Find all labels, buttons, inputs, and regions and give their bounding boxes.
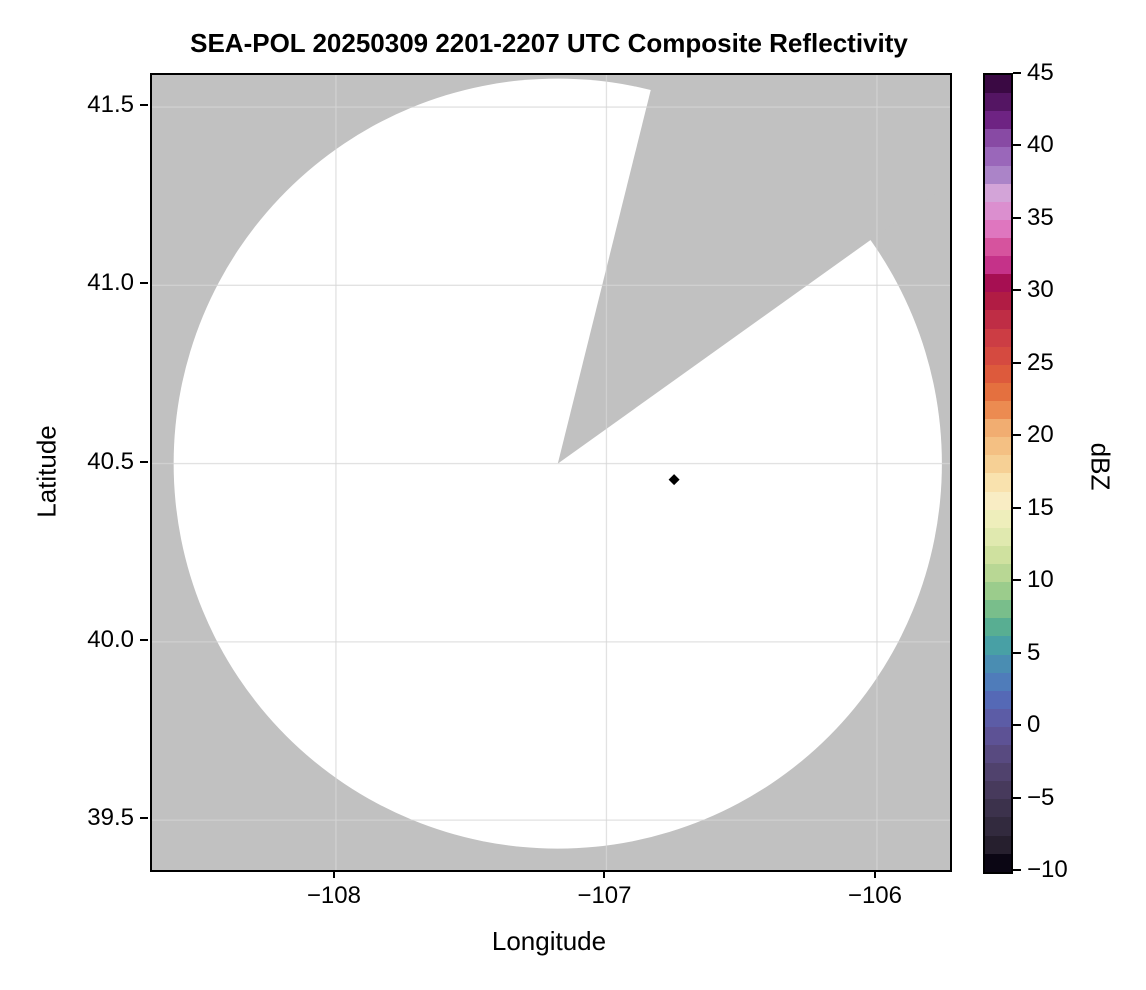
colorbar-segment <box>985 419 1011 438</box>
colorbar-tick-mark <box>1013 651 1021 654</box>
colorbar-tick-label: 15 <box>1027 493 1054 521</box>
colorbar-tick-mark <box>1013 289 1021 292</box>
colorbar-segment <box>985 781 1011 800</box>
chart-title: SEA-POL 20250309 2201-2207 UTC Composite… <box>190 28 908 58</box>
colorbar-tick-mark <box>1013 579 1021 582</box>
colorbar-segment <box>985 237 1011 257</box>
colorbar-segment <box>985 111 1011 130</box>
colorbar <box>983 73 1013 874</box>
missing-sector-wedge <box>557 75 950 464</box>
colorbar-tick-mark <box>1013 506 1021 509</box>
colorbar-segment <box>985 545 1011 564</box>
colorbar-segment <box>985 346 1011 365</box>
colorbar-segment <box>985 400 1011 420</box>
y-tick-mark <box>140 817 148 820</box>
x-tick-mark <box>873 870 876 878</box>
radar-map <box>152 75 950 870</box>
colorbar-tick-mark <box>1013 434 1021 437</box>
colorbar-tick-mark <box>1013 869 1021 871</box>
colorbar-segment <box>985 75 1011 94</box>
colorbar-segment <box>985 491 1011 510</box>
colorbar-segment <box>985 600 1011 619</box>
colorbar-tick-label: 25 <box>1027 348 1054 376</box>
colorbar-tick-label: 10 <box>1027 566 1054 594</box>
colorbar-segment <box>985 93 1011 112</box>
colorbar-segment <box>985 165 1011 184</box>
colorbar-segment <box>985 636 1011 655</box>
colorbar-segment <box>985 853 1011 872</box>
colorbar-tick-label: 40 <box>1027 131 1054 159</box>
colorbar-segment <box>985 726 1011 746</box>
colorbar-segment <box>985 219 1011 238</box>
colorbar-tick-mark <box>1013 216 1021 219</box>
colorbar-segment <box>985 835 1011 854</box>
colorbar-segment <box>985 527 1011 546</box>
colorbar-tick-mark <box>1013 144 1021 147</box>
colorbar-tick-mark <box>1013 72 1021 74</box>
colorbar-segment <box>985 690 1011 709</box>
x-tick-mark <box>332 870 335 878</box>
colorbar-tick-label: 45 <box>1027 59 1054 86</box>
colorbar-segment <box>985 328 1011 347</box>
colorbar-segment <box>985 654 1011 673</box>
colorbar-segment <box>985 708 1011 727</box>
colorbar-segment <box>985 618 1011 637</box>
colorbar-segment <box>985 763 1011 782</box>
x-tick-label: −107 <box>577 882 632 909</box>
y-tick-label: 41.0 <box>87 269 134 297</box>
colorbar-segment <box>985 799 1011 818</box>
y-tick-mark <box>140 460 148 463</box>
colorbar-tick-label: 30 <box>1027 276 1054 304</box>
colorbar-segment <box>985 817 1011 836</box>
colorbar-segment <box>985 310 1011 329</box>
y-tick-mark <box>140 282 148 285</box>
site-marker-diamond <box>668 474 680 486</box>
y-tick-mark <box>140 104 148 107</box>
colorbar-segment <box>985 147 1011 166</box>
colorbar-segment <box>985 582 1011 601</box>
x-tick-label: −106 <box>847 882 902 909</box>
colorbar-segment <box>985 672 1011 691</box>
colorbar-segment <box>985 382 1011 401</box>
colorbar-segment <box>985 563 1011 583</box>
colorbar-segment <box>985 437 1011 456</box>
plot-area <box>150 73 952 872</box>
y-tick-mark <box>140 638 148 641</box>
colorbar-segment <box>985 201 1011 220</box>
colorbar-gradient <box>985 75 1011 872</box>
colorbar-segment <box>985 473 1011 492</box>
x-tick-label: −108 <box>306 882 361 909</box>
colorbar-segment <box>985 292 1011 311</box>
colorbar-segment <box>985 274 1011 293</box>
colorbar-tick-label: 0 <box>1027 711 1041 739</box>
colorbar-tick-label: 5 <box>1027 638 1041 666</box>
colorbar-segment <box>985 509 1011 528</box>
y-tick-label: 40.0 <box>87 625 134 653</box>
colorbar-label: dBZ <box>1085 442 1116 491</box>
colorbar-tick-label: −5 <box>1027 783 1055 811</box>
colorbar-segment <box>985 364 1011 383</box>
colorbar-segment <box>985 455 1011 474</box>
colorbar-segment <box>985 129 1011 148</box>
colorbar-tick-mark <box>1013 796 1021 799</box>
colorbar-tick-label: 20 <box>1027 421 1054 449</box>
y-tick-label: 40.5 <box>87 447 134 475</box>
colorbar-tick-label: 35 <box>1027 203 1054 231</box>
x-tick-mark <box>603 870 606 878</box>
y-tick-label: 39.5 <box>87 804 134 832</box>
colorbar-tick-mark <box>1013 724 1021 727</box>
colorbar-segment <box>985 745 1011 764</box>
colorbar-tick-mark <box>1013 361 1021 364</box>
colorbar-segment <box>985 256 1011 275</box>
x-axis-label: Longitude <box>491 926 607 956</box>
y-tick-label: 41.5 <box>87 91 134 119</box>
colorbar-tick-label: −10 <box>1027 856 1068 883</box>
colorbar-segment <box>985 183 1011 202</box>
